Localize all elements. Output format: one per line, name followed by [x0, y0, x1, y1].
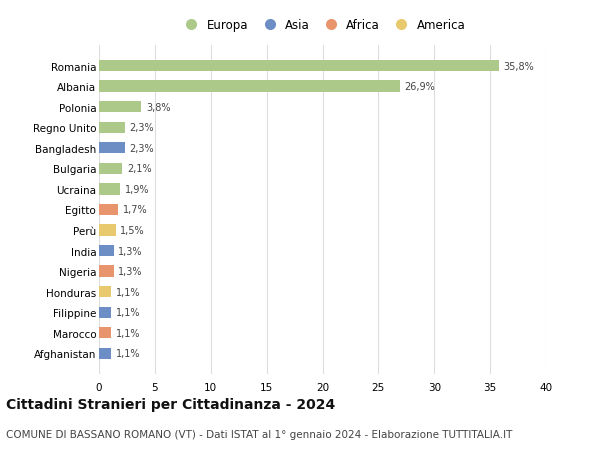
- Text: 1,1%: 1,1%: [116, 348, 140, 358]
- Bar: [99, 246, 113, 257]
- Bar: [99, 163, 122, 174]
- Bar: [99, 204, 118, 216]
- Bar: [99, 81, 400, 93]
- Bar: [99, 348, 111, 359]
- Text: 1,1%: 1,1%: [116, 287, 140, 297]
- Bar: [99, 327, 111, 339]
- Text: 1,9%: 1,9%: [125, 185, 149, 195]
- Text: 1,7%: 1,7%: [122, 205, 147, 215]
- Text: 35,8%: 35,8%: [503, 62, 534, 72]
- Text: COMUNE DI BASSANO ROMANO (VT) - Dati ISTAT al 1° gennaio 2024 - Elaborazione TUT: COMUNE DI BASSANO ROMANO (VT) - Dati IST…: [6, 429, 512, 439]
- Bar: [99, 266, 113, 277]
- Text: 1,1%: 1,1%: [116, 308, 140, 318]
- Text: 2,1%: 2,1%: [127, 164, 152, 174]
- Text: 2,3%: 2,3%: [129, 123, 154, 133]
- Text: 26,9%: 26,9%: [404, 82, 435, 92]
- Bar: [99, 307, 111, 318]
- Text: 3,8%: 3,8%: [146, 102, 170, 112]
- Bar: [99, 286, 111, 297]
- Text: 1,1%: 1,1%: [116, 328, 140, 338]
- Text: 1,3%: 1,3%: [118, 246, 142, 256]
- Bar: [99, 184, 120, 195]
- Text: 1,3%: 1,3%: [118, 267, 142, 276]
- Bar: [99, 102, 142, 113]
- Legend: Europa, Asia, Africa, America: Europa, Asia, Africa, America: [179, 19, 466, 32]
- Bar: [99, 143, 125, 154]
- Text: 2,3%: 2,3%: [129, 144, 154, 153]
- Bar: [99, 123, 125, 134]
- Bar: [99, 225, 116, 236]
- Text: 1,5%: 1,5%: [120, 225, 145, 235]
- Text: Cittadini Stranieri per Cittadinanza - 2024: Cittadini Stranieri per Cittadinanza - 2…: [6, 397, 335, 411]
- Bar: [99, 61, 499, 72]
